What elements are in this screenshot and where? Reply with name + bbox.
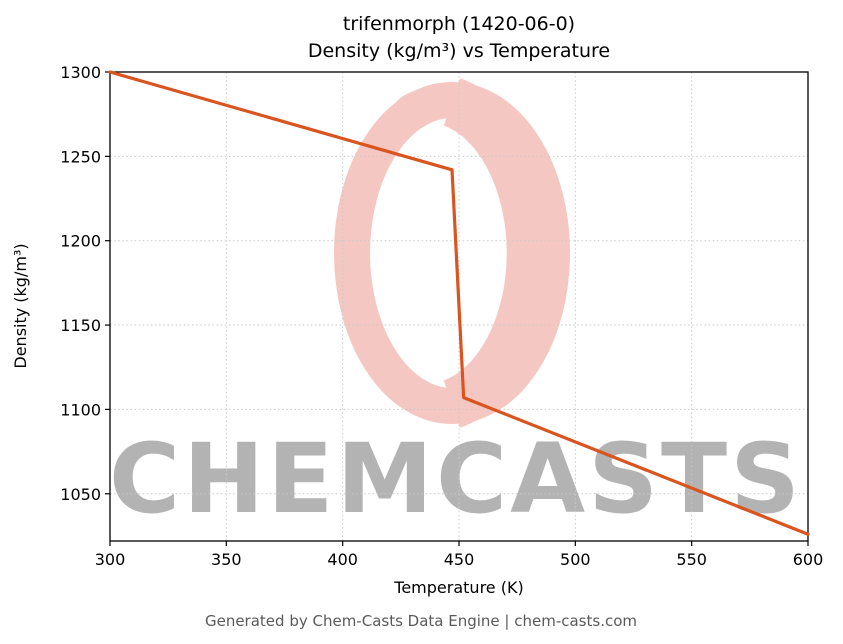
x-tick-label: 300: [95, 550, 126, 569]
watermark-logo-ring-right-icon: [442, 78, 557, 428]
x-tick-label: 450: [444, 550, 475, 569]
watermark-logo-ring-icon: [334, 82, 570, 424]
x-tick-label: 400: [327, 550, 358, 569]
watermark-text: CHEMCASTS: [109, 423, 803, 535]
chart-title-line1: trifenmorph (1420-06-0): [343, 13, 575, 35]
chart-title-line2: Density (kg/m³) vs Temperature: [308, 40, 610, 62]
x-tick-label: 500: [560, 550, 591, 569]
y-tick-label: 1250: [60, 147, 101, 166]
x-tick-label: 550: [676, 550, 707, 569]
y-tick-label: 1300: [60, 63, 101, 82]
axis-tick-marks: [105, 71, 809, 546]
y-tick-label: 1150: [60, 316, 101, 335]
footer-text: Generated by Chem-Casts Data Engine | ch…: [205, 612, 637, 630]
y-tick-label: 1100: [60, 400, 101, 419]
x-tick-label: 600: [793, 550, 824, 569]
x-tick-label: 350: [211, 550, 242, 569]
plot-border: [109, 71, 809, 542]
y-tick-label: 1200: [60, 232, 101, 251]
watermark-logo-curl-icon: [474, 124, 528, 234]
x-axis-label: Temperature (K): [393, 578, 523, 597]
y-tick-label: 1050: [60, 485, 101, 504]
watermark-logo-blob-icon: [393, 88, 447, 120]
chemcasts-watermark: CHEMCASTS: [109, 78, 803, 535]
axis-tick-labels: 300 350 400 450 500 550 600 1050 1100 1150 1200 125…: [60, 63, 823, 569]
density-line: [108, 70, 810, 536]
y-axis-label: Density (kg/m³): [11, 243, 30, 368]
